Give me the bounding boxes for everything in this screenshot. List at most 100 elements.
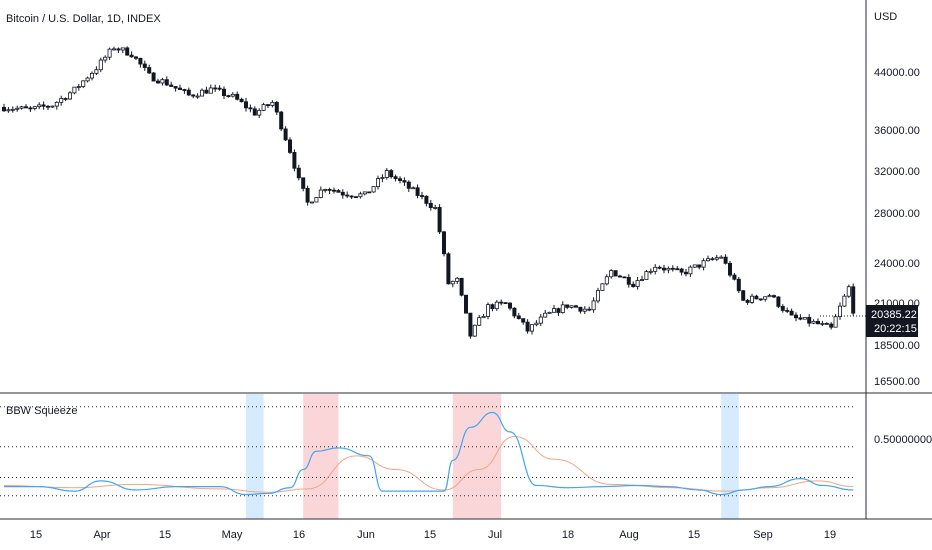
candle-body	[367, 191, 372, 194]
candle-body	[314, 197, 319, 203]
price-candle	[133, 56, 138, 61]
price-candle	[195, 93, 200, 99]
time-tick-label: 16	[293, 529, 305, 541]
price-candle	[538, 314, 543, 326]
price-candle	[618, 274, 623, 278]
indicator-title[interactable]: BBW Squeeze	[6, 405, 78, 417]
price-candle	[772, 294, 777, 299]
candle-body	[327, 189, 332, 191]
price-candle	[838, 302, 843, 320]
price-candle	[199, 88, 204, 97]
price-candle	[802, 316, 807, 320]
price-candle	[816, 318, 821, 325]
price-candle	[507, 302, 512, 311]
candle-body	[208, 87, 213, 94]
price-candle	[560, 301, 565, 314]
price-candle	[28, 106, 33, 112]
candle-body	[552, 308, 557, 313]
price-candle	[116, 47, 121, 54]
price-candle	[32, 106, 37, 111]
candle-body	[587, 308, 592, 311]
candle-body	[235, 93, 240, 100]
price-candle	[631, 281, 636, 288]
price-candle	[640, 275, 645, 282]
price-candle	[155, 78, 160, 84]
candle-body	[384, 170, 389, 178]
candle-body	[618, 275, 623, 278]
candle-body	[578, 306, 583, 312]
candle-body	[490, 304, 495, 310]
price-candle	[173, 86, 178, 92]
candle-body	[243, 101, 248, 109]
price-candle	[94, 66, 99, 76]
price-candle	[446, 252, 451, 285]
price-candle	[160, 77, 165, 86]
price-candle	[441, 230, 446, 257]
price-candle	[265, 104, 270, 108]
price-candle	[235, 91, 240, 101]
candle-body	[626, 276, 631, 285]
candle-body	[393, 176, 398, 180]
price-candle	[367, 191, 372, 194]
price-candle	[609, 269, 614, 279]
price-candle	[754, 294, 759, 300]
price-candle	[565, 304, 570, 310]
candle-body	[112, 48, 117, 51]
price-axis[interactable]: 44000.00 36000.00 32000.00 28000.00 2400…	[874, 67, 920, 388]
candle-body	[349, 195, 354, 198]
candle-body	[543, 312, 548, 318]
price-candle	[177, 84, 182, 90]
price-candle	[552, 304, 557, 313]
candle-body	[662, 267, 667, 271]
candle-body	[274, 101, 279, 113]
price-candle	[393, 174, 398, 182]
candle-body	[199, 89, 204, 97]
indicator-tick-label: 0.50000000	[874, 434, 932, 446]
candle-body	[323, 189, 328, 191]
price-candle	[151, 72, 156, 82]
price-candle	[463, 294, 468, 314]
candle-body	[164, 79, 169, 86]
symbol-title[interactable]: Bitcoin / U.S. Dollar, 1D, INDEX	[6, 13, 161, 25]
price-candle	[125, 46, 130, 56]
candle-body	[547, 311, 552, 314]
candle-body	[419, 195, 424, 197]
price-candle	[164, 76, 169, 86]
price-candle	[675, 266, 680, 271]
price-candle	[186, 87, 191, 96]
price-candle	[635, 276, 640, 290]
price-candle	[270, 100, 275, 108]
price-candle	[776, 296, 781, 309]
candle-body	[596, 290, 601, 302]
candle-body	[534, 322, 539, 326]
candle-body	[46, 105, 51, 108]
price-candle	[732, 272, 737, 281]
time-axis[interactable]: 15 Apr 15 May 16 Jun 15 Jul 18 Aug 15 Se…	[30, 529, 836, 541]
price-candle	[424, 195, 429, 207]
price-candle	[72, 86, 77, 95]
price-candle	[701, 258, 706, 271]
price-candle	[305, 185, 310, 206]
candle-body	[789, 310, 794, 316]
candle-body	[507, 302, 512, 309]
time-tick-label: May	[222, 529, 243, 541]
price-candle	[63, 97, 68, 102]
candle-body	[107, 48, 112, 58]
candle-body	[59, 98, 64, 103]
expansion-highlight	[452, 394, 502, 519]
price-candle	[820, 320, 825, 326]
candle-body	[41, 104, 46, 107]
countdown-to-close: 20:22:15	[874, 323, 917, 335]
candle-body	[503, 302, 508, 305]
candle-body	[362, 191, 367, 195]
candle-body	[265, 104, 270, 107]
candle-body	[441, 231, 446, 255]
price-candle	[169, 81, 174, 87]
candle-body	[692, 264, 697, 268]
price-candle	[19, 105, 24, 110]
price-candle	[120, 47, 125, 54]
price-candle	[846, 284, 851, 298]
candle-body	[10, 108, 15, 111]
candle-body	[706, 258, 711, 262]
